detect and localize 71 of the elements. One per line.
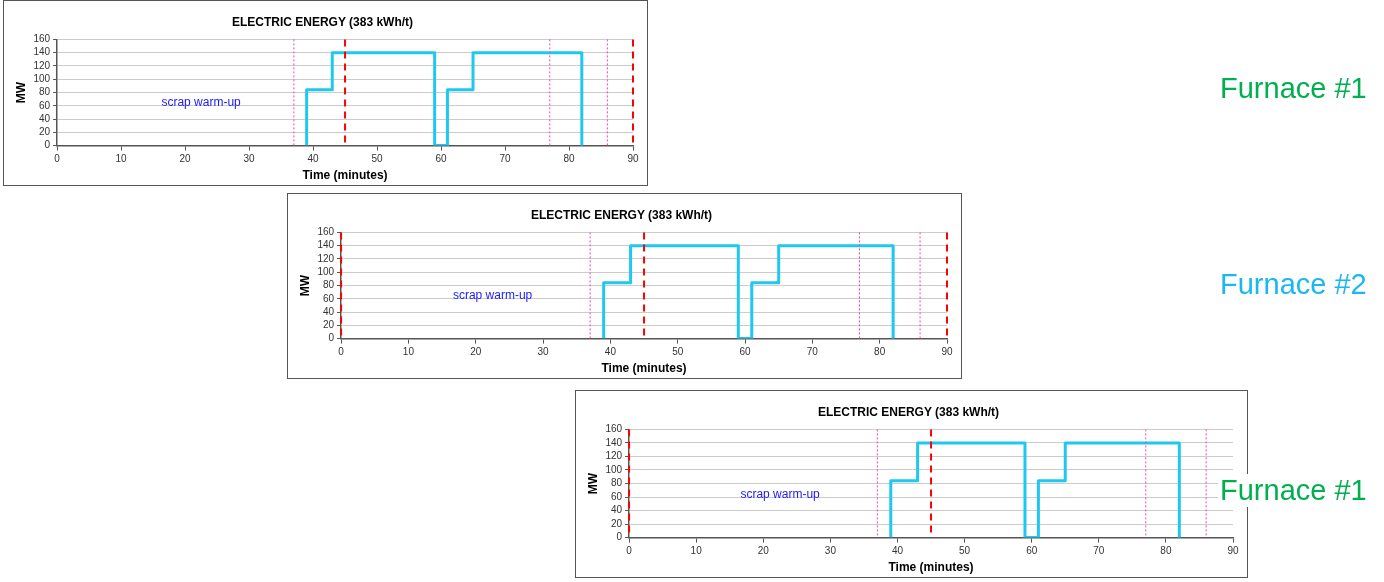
x-tick-label: 20 — [470, 346, 482, 358]
x-tick-label: 80 — [563, 153, 576, 165]
y-tick-label: 160 — [317, 226, 335, 238]
y-tick-label: 100 — [317, 265, 335, 277]
y-tick-label: 160 — [605, 423, 623, 435]
x-tick-label: 80 — [874, 346, 886, 358]
x-tick-label: 50 — [371, 153, 384, 165]
y-tick-label: 60 — [610, 490, 623, 502]
y-axis-title: MW — [585, 472, 600, 495]
x-tick-label: 90 — [627, 153, 639, 165]
x-tick-label: 70 — [806, 346, 819, 358]
y-tick-label: 60 — [38, 99, 51, 111]
y-tick-label: 120 — [33, 59, 51, 71]
y-tick-label: 0 — [44, 139, 51, 151]
y-tick-label: 80 — [610, 477, 623, 489]
annotation: Furnace #1 — [1218, 474, 1369, 507]
y-tick-label: 80 — [322, 279, 335, 291]
x-tick-label: 40 — [307, 153, 320, 165]
x-tick-label: 60 — [739, 346, 752, 358]
x-tick-label: 0 — [54, 153, 61, 165]
x-tick-label: 60 — [1026, 545, 1038, 557]
chart-title: ELECTRIC ENERGY (383 kWh/t) — [817, 404, 1000, 419]
annotation: scrap warm-up — [740, 486, 821, 501]
x-tick-label: 90 — [941, 346, 953, 358]
chart-title: ELECTRIC ENERGY (383 kWh/t) — [530, 207, 713, 222]
x-tick-label: 0 — [626, 545, 633, 557]
x-tick-label: 30 — [243, 153, 256, 165]
x-tick-label: 0 — [338, 346, 345, 358]
y-tick-label: 100 — [33, 72, 51, 84]
x-axis-title: Time (minutes) — [888, 560, 974, 575]
x-tick-label: 10 — [402, 346, 415, 358]
y-tick-label: 0 — [616, 531, 623, 543]
x-tick-label: 50 — [672, 346, 684, 358]
text: Furnace #2 — [1218, 268, 1369, 301]
x-tick-label: 20 — [179, 153, 192, 165]
annotation: scrap warm-up — [452, 288, 533, 303]
y-tick-label: 120 — [317, 252, 335, 264]
y-tick-label: 140 — [317, 239, 335, 251]
y-axis-title: MW — [13, 81, 28, 104]
y-tick-label: 0 — [328, 332, 335, 344]
y-tick-label: 40 — [610, 504, 623, 516]
x-tick-label: 40 — [891, 545, 904, 557]
x-tick-label: 90 — [1227, 545, 1239, 557]
y-tick-label: 140 — [33, 46, 51, 58]
chart-title: ELECTRIC ENERGY (383 kWh/t) — [231, 14, 414, 29]
y-tick-label: 60 — [322, 292, 335, 304]
x-tick-label: 70 — [1093, 545, 1105, 557]
annotation: scrap warm-up — [161, 95, 242, 110]
x-tick-label: 30 — [537, 346, 550, 358]
y-tick-label: 140 — [605, 436, 623, 448]
y-tick-label: 20 — [610, 517, 623, 529]
y-tick-label: 120 — [605, 450, 623, 462]
x-tick-label: 30 — [824, 545, 837, 557]
x-tick-label: 70 — [499, 153, 512, 165]
x-tick-label: 60 — [435, 153, 448, 165]
x-tick-label: 50 — [959, 545, 971, 557]
x-axis-title: Time (minutes) — [601, 361, 687, 376]
y-tick-label: 100 — [605, 463, 623, 475]
x-tick-label: 10 — [690, 545, 703, 557]
x-tick-label: 80 — [1160, 545, 1172, 557]
x-axis-title: Time (minutes) — [302, 168, 388, 183]
text: Furnace #1 — [1218, 72, 1369, 105]
y-tick-label: 20 — [322, 319, 335, 331]
y-tick-label: 20 — [38, 126, 51, 138]
y-tick-label: 40 — [322, 305, 335, 317]
x-tick-label: 20 — [757, 545, 770, 557]
y-tick-label: 80 — [38, 86, 51, 98]
y-axis-title: MW — [297, 274, 312, 297]
y-tick-label: 40 — [38, 112, 51, 124]
x-tick-label: 10 — [115, 153, 128, 165]
y-tick-label: 160 — [33, 33, 51, 45]
